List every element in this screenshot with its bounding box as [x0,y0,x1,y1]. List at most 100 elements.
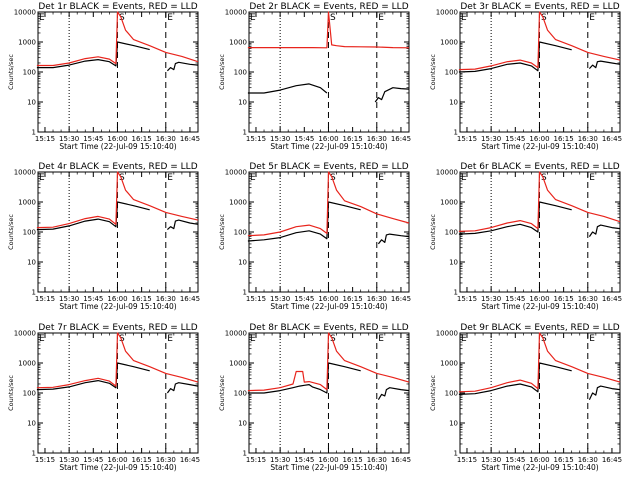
x-tick-label: 15:45 [505,295,525,303]
y-tick-label: 1000 [440,39,458,47]
x-tick-label: 16:15 [132,456,152,464]
events-series-line [36,201,199,231]
x-tick-label: 15:30 [270,135,290,143]
x-tick-label: 16:45 [180,295,200,303]
panel-title: Det 7r BLACK = Events, RED = LLD [38,323,197,333]
time-marker-label: S [541,13,547,23]
time-marker-label: E [589,13,595,23]
panel-title: Det 8r BLACK = Events, RED = LLD [249,323,408,333]
events-series-line [247,83,410,103]
x-tick-label: 16:30 [367,456,387,464]
plot-frame [37,171,199,293]
y-tick-label: 10000 [225,330,247,338]
time-marker-label: S [119,173,125,183]
x-tick-label: 16:30 [156,456,176,464]
edge-marker: E [461,334,467,344]
panel-title: Det 2r BLACK = Events, RED = LLD [249,2,408,12]
y-tick-label: 1 [32,289,36,297]
y-axis-label: Counts/sec [7,54,15,90]
time-marker-label: S [330,173,336,183]
y-tick-label: 100 [234,229,247,237]
x-tick-label: 16:45 [602,456,622,464]
y-tick-label: 1000 [18,199,36,207]
plot-frame [248,11,410,133]
x-tick-label: 15:45 [505,135,525,143]
y-tick-label: 1 [243,129,247,137]
x-tick-label: 16:30 [578,135,598,143]
y-axis-label: Counts/sec [218,214,226,250]
time-marker-label: E [589,334,595,344]
detector-panel: Det 7r BLACK = Events, RED = LLD 1 10 100 10… [7,323,200,472]
y-tick-label: 1 [32,129,36,137]
events-series-line [458,41,621,73]
events-series-line [36,362,199,394]
x-axis-label: Start Time (22-Jul-09 15:10:40) [59,463,176,472]
lld-series-line [247,332,410,392]
x-tick-label: 16:00 [107,295,127,303]
lld-series-line [36,11,199,67]
x-tick-label: 15:45 [83,295,103,303]
detector-panel: Det 5r BLACK = Events, RED = LLD 1 10 100 10… [218,162,411,311]
x-tick-label: 15:45 [83,456,103,464]
time-marker-label: S [119,13,125,23]
x-tick-label: 15:15 [35,135,55,143]
y-tick-label: 1000 [18,360,36,368]
x-tick-label: 15:30 [270,295,290,303]
x-tick-label: 15:15 [457,456,477,464]
x-tick-label: 16:30 [156,295,176,303]
x-tick-label: 16:45 [391,135,411,143]
y-tick-label: 1000 [229,199,247,207]
time-marker-label: E [167,334,173,344]
y-tick-label: 1 [243,450,247,458]
y-tick-label: 100 [445,69,458,77]
x-tick-label: 15:30 [59,295,79,303]
x-tick-label: 16:15 [554,135,574,143]
y-tick-label: 10000 [14,169,36,177]
x-tick-label: 15:15 [246,295,266,303]
x-tick-label: 16:00 [529,135,549,143]
x-tick-label: 15:45 [505,456,525,464]
y-axis-label: Counts/sec [429,375,437,411]
y-tick-label: 1 [454,129,458,137]
y-tick-label: 10000 [225,9,247,17]
y-tick-label: 1000 [229,360,247,368]
y-axis-label: Counts/sec [429,214,437,250]
x-tick-label: 16:15 [132,135,152,143]
panel-title: Det 1r BLACK = Events, RED = LLD [38,2,197,12]
lld-series-line [458,332,621,393]
x-tick-label: 16:45 [180,135,200,143]
x-tick-label: 15:30 [270,456,290,464]
x-tick-label: 15:15 [457,135,477,143]
y-tick-label: 10000 [225,169,247,177]
x-axis-label: Start Time (22-Jul-09 15:10:40) [270,463,387,472]
y-tick-label: 1000 [440,199,458,207]
x-axis-label: Start Time (22-Jul-09 15:10:40) [481,142,598,151]
time-marker-label: E [589,173,595,183]
x-axis-label: Start Time (22-Jul-09 15:10:40) [481,302,598,311]
time-marker-label: S [330,13,336,23]
y-tick-label: 10000 [436,330,458,338]
edge-marker: E [39,334,45,344]
detector-panel: Det 9r BLACK = Events, RED = LLD 1 10 100 10… [429,323,622,472]
y-tick-label: 10 [27,420,36,428]
x-tick-label: 16:45 [602,295,622,303]
x-tick-label: 15:45 [294,456,314,464]
x-tick-label: 16:30 [578,295,598,303]
x-tick-label: 16:15 [343,456,363,464]
y-tick-label: 10000 [436,9,458,17]
plot-frame [459,11,621,133]
y-tick-label: 10000 [14,330,36,338]
plot-frame [37,332,199,454]
lld-series-line [36,332,199,389]
panel-title: Det 5r BLACK = Events, RED = LLD [249,162,408,172]
time-marker-label: E [378,13,384,23]
x-tick-label: 15:30 [59,456,79,464]
x-tick-label: 15:15 [35,456,55,464]
edge-marker: E [39,173,45,183]
y-tick-label: 100 [23,390,36,398]
edge-marker: E [461,13,467,23]
x-axis-label: Start Time (22-Jul-09 15:10:40) [59,142,176,151]
detector-panel: Det 2r BLACK = Events, RED = LLD 1 10 100 10… [218,2,411,151]
x-tick-label: 15:30 [59,135,79,143]
